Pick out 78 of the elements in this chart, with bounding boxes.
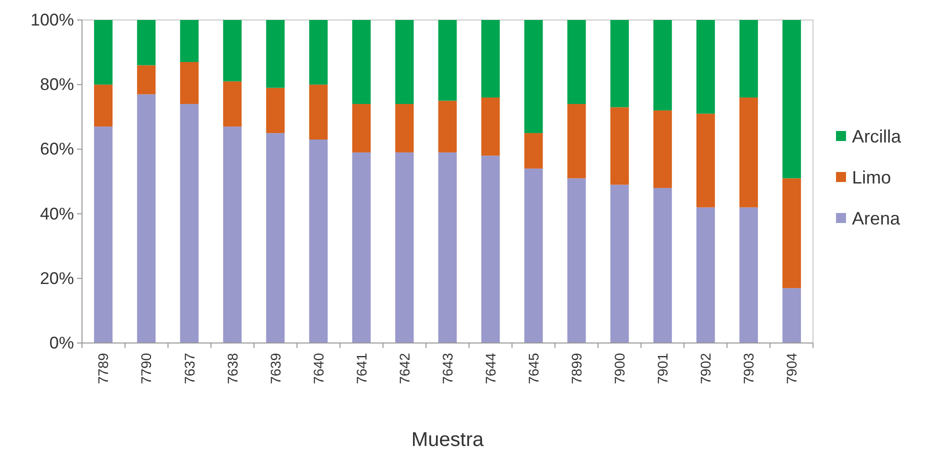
legend-label: Arena bbox=[852, 208, 902, 228]
bar bbox=[524, 133, 543, 169]
bar bbox=[653, 20, 672, 110]
bar bbox=[610, 184, 629, 343]
bar bbox=[567, 178, 586, 343]
bar bbox=[438, 100, 457, 152]
y-tick-label: 80% bbox=[40, 75, 74, 94]
x-axis-title: Muestra bbox=[411, 429, 484, 451]
bar bbox=[696, 114, 715, 208]
bar bbox=[352, 104, 371, 152]
bar bbox=[610, 107, 629, 185]
x-tick-label: 7641 bbox=[353, 352, 370, 384]
x-tick-label: 7902 bbox=[698, 352, 714, 384]
bar bbox=[782, 20, 801, 178]
bar bbox=[395, 152, 414, 343]
bar bbox=[137, 65, 156, 94]
x-tick-label: 7640 bbox=[310, 352, 326, 384]
legend-label: Arcilla bbox=[852, 126, 902, 146]
bar bbox=[782, 178, 801, 288]
bar bbox=[352, 20, 371, 104]
bar bbox=[696, 20, 715, 114]
y-tick-label: 20% bbox=[40, 268, 74, 288]
x-tick-label: 7644 bbox=[482, 352, 498, 384]
x-tick-label: 7639 bbox=[267, 352, 284, 384]
bar bbox=[524, 20, 543, 134]
bar bbox=[653, 188, 672, 343]
bar bbox=[180, 20, 199, 62]
bar bbox=[395, 104, 414, 152]
x-tick-label: 7789 bbox=[95, 352, 112, 384]
bar bbox=[438, 20, 457, 101]
bar bbox=[309, 140, 328, 343]
x-tick-label: 7638 bbox=[224, 352, 240, 384]
x-tick-label: 7642 bbox=[396, 352, 412, 384]
bar bbox=[610, 20, 629, 108]
bar bbox=[266, 20, 285, 88]
bar bbox=[94, 126, 113, 343]
x-tick-label: 7637 bbox=[181, 352, 198, 384]
bar bbox=[223, 81, 242, 127]
bar bbox=[438, 152, 457, 343]
x-tick-label: 7901 bbox=[654, 352, 671, 384]
x-tick-label: 7903 bbox=[740, 352, 757, 384]
bar bbox=[94, 20, 113, 85]
bar bbox=[309, 84, 328, 140]
bar bbox=[481, 156, 500, 343]
bar bbox=[137, 94, 156, 343]
y-tick-label: 0% bbox=[49, 333, 74, 352]
bar bbox=[782, 288, 801, 343]
x-tick-label: 7904 bbox=[784, 352, 800, 384]
bar bbox=[739, 207, 758, 343]
y-tick-label: 100% bbox=[30, 10, 74, 30]
bar bbox=[524, 168, 543, 343]
bar bbox=[223, 126, 242, 343]
y-tick-label: 60% bbox=[40, 140, 74, 159]
x-tick-label: 7643 bbox=[439, 352, 456, 384]
bar bbox=[696, 207, 715, 343]
bar bbox=[180, 104, 199, 343]
x-tick-label: 7899 bbox=[568, 352, 584, 384]
bar bbox=[180, 62, 199, 104]
bar bbox=[223, 20, 242, 82]
bar bbox=[567, 104, 586, 178]
bar bbox=[266, 88, 285, 134]
bar bbox=[137, 20, 156, 66]
bar bbox=[567, 20, 586, 104]
bar bbox=[653, 110, 672, 188]
x-tick-label: 7645 bbox=[525, 352, 542, 384]
bar bbox=[395, 20, 414, 104]
bar bbox=[739, 20, 758, 98]
bar bbox=[481, 20, 500, 98]
legend-label: Limo bbox=[852, 167, 892, 188]
bar bbox=[266, 133, 285, 343]
bar bbox=[309, 20, 328, 85]
x-tick-label: 7790 bbox=[138, 352, 154, 384]
x-tick-label: 7900 bbox=[612, 352, 628, 384]
bar bbox=[352, 152, 371, 343]
bar bbox=[94, 84, 113, 127]
bar bbox=[739, 98, 758, 208]
y-tick-label: 40% bbox=[40, 204, 74, 224]
bar bbox=[481, 98, 500, 156]
